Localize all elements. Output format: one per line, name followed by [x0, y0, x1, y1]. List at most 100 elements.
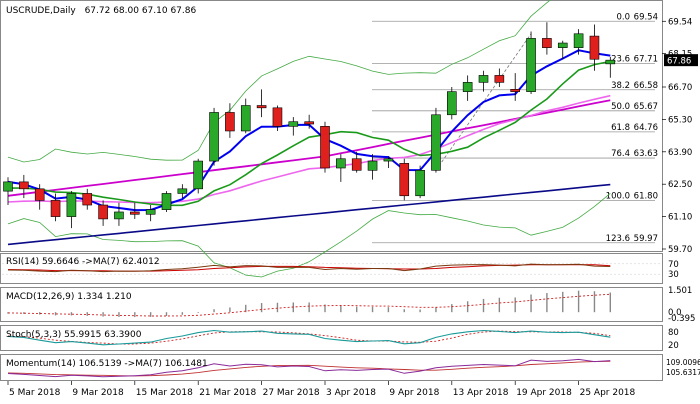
price-panel-frame [0, 0, 663, 252]
candle-body [3, 181, 13, 192]
price-tick-label: 61.10 [668, 213, 692, 223]
candle-body [145, 209, 156, 215]
fib-level-label: 23.6 [611, 55, 630, 65]
rsi-tick-label: 30 [668, 270, 679, 280]
symbol-name: USCRUDE,Daily [6, 6, 76, 16]
candle-body [494, 75, 505, 83]
rsi-tick-label: 70 [668, 260, 679, 270]
candle-body [82, 193, 93, 206]
price-tick-label: 65.30 [668, 115, 692, 125]
bollinger-lower [7, 192, 611, 278]
fib-price-label: 69.54 [634, 12, 658, 22]
bollinger-upper [7, 0, 552, 163]
date-tick-label: 15 Mar 2018 [136, 388, 193, 398]
date-tick-label: 5 Mar 2018 [9, 388, 61, 398]
sma-200-line [7, 183, 611, 246]
candle-body [320, 126, 330, 169]
candle-body [98, 204, 108, 220]
price-tick-label: 69.54 [668, 17, 692, 27]
candle-body [66, 193, 77, 217]
stoch-panel-frame [0, 325, 663, 351]
fib-price-label: 66.58 [634, 81, 658, 91]
momentum-panel-frame [0, 354, 663, 381]
fib-level-label: 123.6 [606, 234, 630, 244]
candle-body [351, 158, 362, 171]
candle-body [446, 91, 457, 116]
trend-line [435, 33, 532, 171]
date-tick-label: 27 Mar 2018 [263, 388, 320, 398]
fib-level-label: 100.0 [606, 191, 630, 201]
candle-body [589, 35, 600, 60]
fib-price-label: 67.71 [634, 55, 658, 65]
ohlc-values: 67.72 68.00 67.10 67.86 [85, 6, 197, 16]
fib-level-label: 38.2 [611, 81, 630, 91]
date-tick-label: 3 Apr 2018 [326, 388, 376, 398]
ema-10-line [7, 49, 611, 212]
fib-price-label: 65.67 [634, 102, 658, 112]
candle-body [256, 105, 267, 109]
stoch-tick-label: 80 [668, 328, 679, 338]
candle-body [462, 82, 473, 92]
date-tick-label: 9 Mar 2018 [72, 388, 124, 398]
candle-body [50, 200, 61, 217]
macd-panel: 1.501 0.0-0.395 [7, 286, 695, 324]
fib-level-label: 61.8 [611, 123, 630, 133]
last-price-box [664, 54, 698, 67]
date-tick-label: 25 Apr 2018 [580, 388, 636, 398]
date-tick-label: 21 Mar 2018 [199, 388, 256, 398]
price-panel: 0.0 69.54 23.6 67.71 38.2 66.58 50.0 65.67 61.8 6… [3, 0, 658, 278]
candle-body [225, 112, 235, 132]
candle-body [209, 112, 219, 162]
candle-body [526, 38, 536, 92]
momentum-line [7, 358, 611, 378]
stoch-label: Stoch(5,3,3) 55.9915 63.3900 [6, 330, 142, 340]
candle-body [431, 114, 441, 171]
fib-level-label: 0.0 [616, 12, 630, 22]
symbol-title: USCRUDE,Daily 67.72 68.00 67.10 67.86 [6, 6, 196, 16]
fib-price-label: 61.80 [634, 191, 658, 201]
candle-body [177, 188, 188, 194]
stoch-tick-label: 20 [668, 341, 679, 351]
momentum-label: Momentum(14) 106.5139 ->MA(7) 106.1481 [6, 359, 208, 369]
candle-body [573, 33, 584, 48]
candle-body [130, 211, 140, 215]
fib-level-label: 76.4 [611, 149, 630, 159]
stoch-d-line [7, 330, 611, 345]
rsi-label: RSI(14) 59.6646 ->MA(7) 62.4012 [6, 257, 160, 267]
stoch-k-line [7, 329, 611, 346]
candle-body [336, 158, 346, 169]
sma-100-line [7, 99, 611, 197]
fib-price-label: 64.76 [634, 123, 658, 133]
price-tick-label: 63.90 [668, 148, 692, 158]
candle-body [34, 188, 45, 201]
date-tick-label: 9 Apr 2018 [389, 388, 439, 398]
candle-body [557, 42, 568, 48]
candle-body [114, 211, 124, 220]
momentum-tick-label: 105.6317 [666, 368, 700, 377]
macd-label: MACD(12,26,9) 1.334 1.210 [6, 292, 132, 302]
sma-30-line [8, 60, 611, 207]
candle-body [161, 193, 172, 210]
macd-panel-frame [0, 287, 663, 322]
candle-body [478, 75, 489, 83]
price-tick-label: 66.70 [668, 83, 692, 93]
date-tick-label: 19 Apr 2018 [516, 388, 572, 398]
sma-55-line [7, 94, 611, 204]
candle-body [240, 105, 251, 132]
macd-tick-label: 1.501 [668, 286, 692, 296]
candle-body [605, 59, 616, 65]
axes: 69.5468.1566.7065.3063.9062.5061.1059.70… [7, 17, 698, 398]
candle-body [288, 121, 299, 127]
price-tick-label: 62.50 [668, 180, 692, 190]
price-tick-label: 59.70 [668, 245, 692, 255]
macd-tick-label: 0.0 [668, 308, 682, 318]
candle-body [399, 163, 410, 197]
candle-body [415, 170, 425, 197]
momentum-ma-line [7, 360, 611, 377]
date-tick-label: 13 Apr 2018 [453, 388, 509, 398]
rsi-panel-frame [0, 253, 663, 284]
candle-body [272, 107, 283, 127]
